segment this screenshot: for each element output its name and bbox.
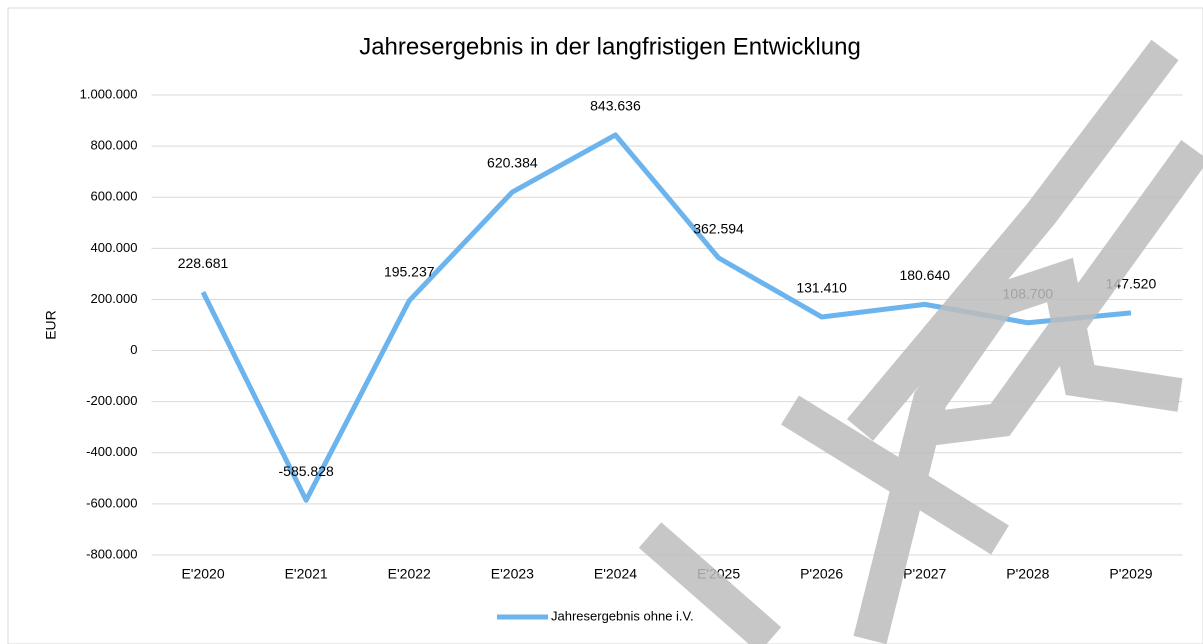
y-tick-label: -600.000 [86, 495, 137, 510]
watermark-stroke [917, 140, 1203, 447]
x-tick-label: E'2022 [388, 566, 431, 582]
y-tick-label: 200.000 [91, 291, 138, 306]
watermark-stroke [853, 257, 1183, 644]
data-label: 620.384 [487, 155, 538, 171]
legend-label: Jahresergebnis ohne i.V. [551, 608, 694, 623]
x-tick-label: E'2024 [594, 566, 637, 582]
data-label: 195.237 [384, 263, 435, 279]
data-label: 131.410 [796, 280, 847, 296]
y-tick-label: 0 [130, 342, 137, 357]
chart-border [7, 7, 1203, 644]
y-tick-label: -400.000 [86, 444, 137, 459]
y-tick-label: 400.000 [91, 240, 138, 255]
x-tick-label: P'2026 [800, 566, 843, 582]
x-tick-label: P'2027 [903, 566, 946, 582]
x-tick-label: E'2020 [181, 566, 224, 582]
y-tick-label: -200.000 [86, 393, 137, 408]
watermark-stroke [638, 522, 782, 644]
y-tick-label: -800.000 [86, 546, 137, 561]
y-tick-label: 600.000 [91, 189, 138, 204]
data-label: 843.636 [590, 98, 641, 114]
watermark [638, 39, 1203, 644]
watermark-stroke [846, 39, 1179, 441]
y-tick-label: 800.000 [91, 138, 138, 153]
x-tick-label: P'2029 [1109, 566, 1152, 582]
x-tick-label: P'2028 [1006, 566, 1049, 582]
chart-title: Jahresergebnis in der langfristigen Entw… [359, 33, 861, 60]
y-tick-label: 1.000.000 [80, 86, 138, 101]
data-label: 180.640 [899, 267, 950, 283]
data-label: 228.681 [178, 255, 229, 271]
x-tick-label: E'2023 [491, 566, 534, 582]
x-tick-label: E'2021 [285, 566, 328, 582]
data-label: 362.594 [693, 221, 744, 237]
data-label: -585.828 [279, 463, 334, 479]
y-axis-label: EUR [43, 310, 59, 340]
legend: Jahresergebnis ohne i.V. [497, 608, 694, 623]
